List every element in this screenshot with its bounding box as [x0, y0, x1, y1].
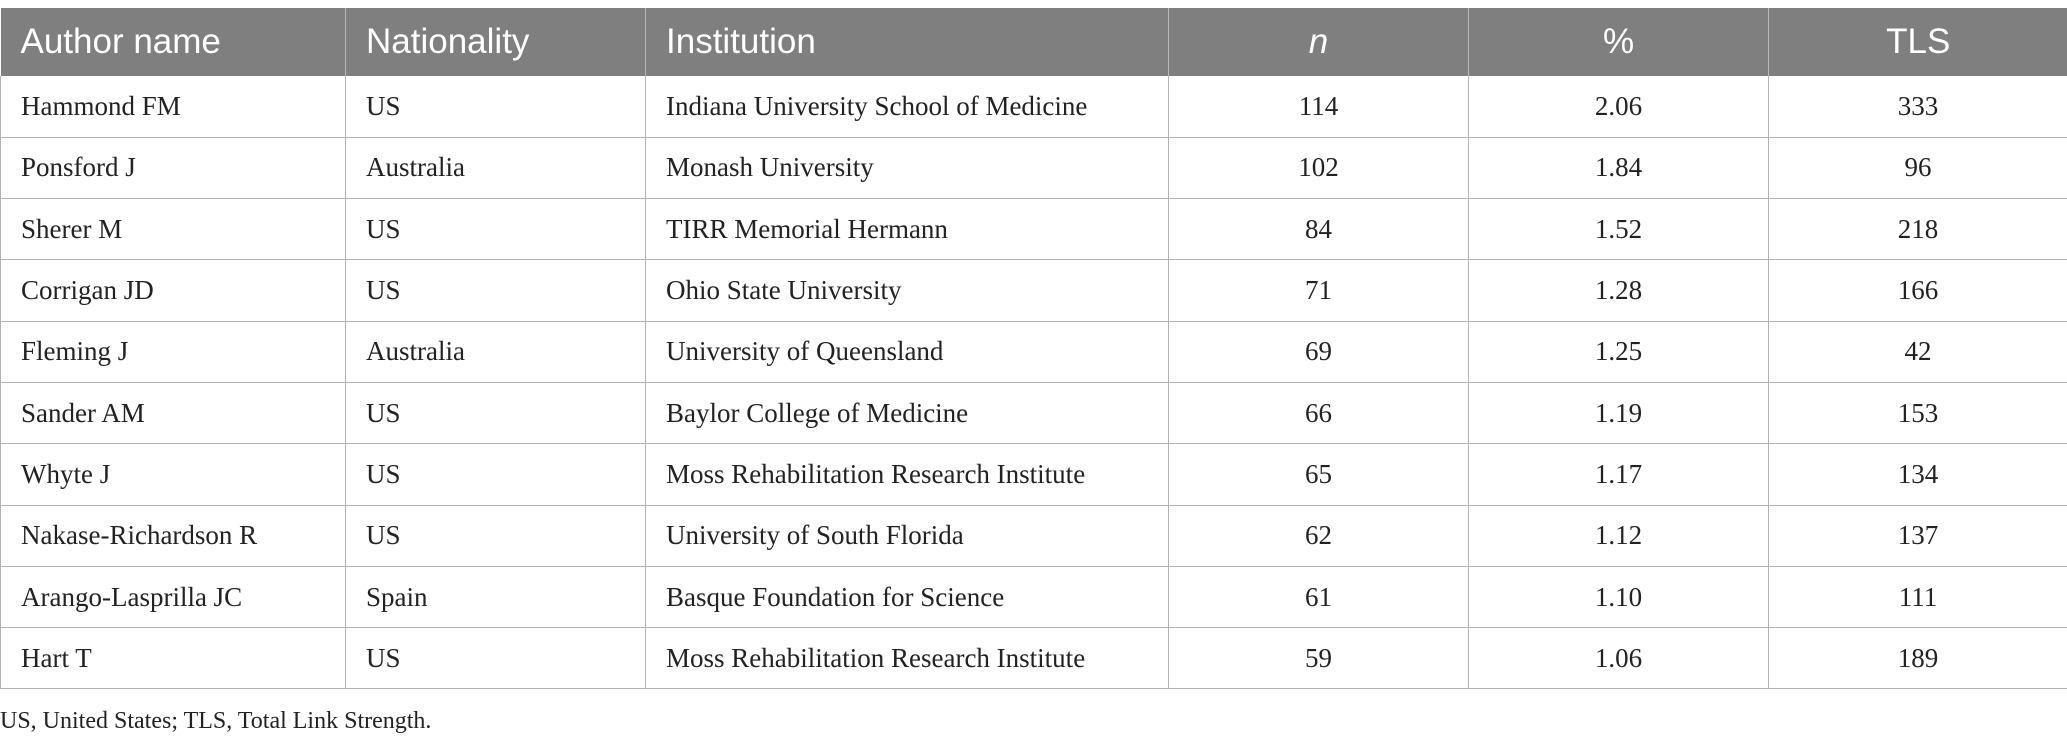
cell-percent: 1.19: [1468, 382, 1769, 445]
cell-percent: 1.17: [1468, 443, 1769, 506]
cell-author: Whyte J: [0, 443, 346, 506]
cell-institution: University of South Florida: [645, 505, 1169, 567]
table-container: Author name Nationality Institution n % …: [0, 8, 2067, 690]
cell-nationality: US: [345, 443, 646, 506]
cell-tls: 218: [1768, 198, 2067, 261]
header-n: n: [1168, 8, 1469, 76]
cell-author: Corrigan JD: [0, 259, 346, 322]
cell-nationality: US: [345, 627, 646, 690]
cell-percent: 1.52: [1468, 198, 1769, 261]
cell-tls: 189: [1768, 627, 2067, 690]
header-institution: Institution: [645, 8, 1169, 76]
cell-n: 102: [1168, 137, 1469, 200]
cell-institution: Baylor College of Medicine: [645, 382, 1169, 445]
cell-author: Sherer M: [0, 198, 346, 261]
cell-author: Sander AM: [0, 382, 346, 445]
table-row: Hart T US Moss Rehabilitation Research I…: [0, 627, 2067, 690]
cell-author: Nakase-Richardson R: [0, 505, 346, 567]
cell-percent: 2.06: [1468, 76, 1769, 138]
table-footnote: US, United States; TLS, Total Link Stren…: [0, 708, 432, 734]
cell-n: 84: [1168, 198, 1469, 261]
cell-nationality: US: [345, 198, 646, 261]
header-nationality: Nationality: [345, 8, 646, 76]
table-row: Nakase-Richardson R US University of Sou…: [0, 505, 2067, 567]
cell-percent: 1.06: [1468, 627, 1769, 690]
cell-tls: 96: [1768, 137, 2067, 200]
cell-tls: 111: [1768, 566, 2067, 629]
cell-author: Arango-Lasprilla JC: [0, 566, 346, 629]
cell-n: 114: [1168, 76, 1469, 138]
cell-tls: 153: [1768, 382, 2067, 445]
cell-percent: 1.28: [1468, 259, 1769, 322]
cell-nationality: US: [345, 382, 646, 445]
cell-nationality: US: [345, 505, 646, 567]
cell-institution: TIRR Memorial Hermann: [645, 198, 1169, 261]
table-row: Whyte J US Moss Rehabilitation Research …: [0, 443, 2067, 506]
table-header: Author name Nationality Institution n % …: [0, 8, 2067, 76]
table-row: Fleming J Australia University of Queens…: [0, 321, 2067, 383]
cell-institution: Basque Foundation for Science: [645, 566, 1169, 629]
cell-n: 59: [1168, 627, 1469, 690]
cell-nationality: Australia: [345, 321, 646, 383]
cell-percent: 1.12: [1468, 505, 1769, 567]
authors-table: Author name Nationality Institution n % …: [0, 8, 2067, 690]
cell-author: Hammond FM: [0, 76, 346, 138]
cell-nationality: US: [345, 76, 646, 138]
cell-institution: Monash University: [645, 137, 1169, 200]
cell-n: 61: [1168, 566, 1469, 629]
cell-percent: 1.25: [1468, 321, 1769, 383]
cell-tls: 166: [1768, 259, 2067, 322]
table-body: Hammond FM US Indiana University School …: [0, 76, 2067, 690]
header-tls: TLS: [1768, 8, 2067, 76]
cell-author: Fleming J: [0, 321, 346, 383]
cell-institution: Ohio State University: [645, 259, 1169, 322]
cell-tls: 42: [1768, 321, 2067, 383]
cell-nationality: US: [345, 259, 646, 322]
cell-percent: 1.84: [1468, 137, 1769, 200]
header-row: Author name Nationality Institution n % …: [0, 8, 2067, 76]
header-author-name: Author name: [0, 8, 346, 76]
cell-n: 62: [1168, 505, 1469, 567]
cell-institution: Indiana University School of Medicine: [645, 76, 1169, 138]
cell-institution: Moss Rehabilitation Research Institute: [645, 443, 1169, 506]
cell-tls: 333: [1768, 76, 2067, 138]
cell-institution: University of Queensland: [645, 321, 1169, 383]
cell-n: 65: [1168, 443, 1469, 506]
table-row: Corrigan JD US Ohio State University 71 …: [0, 259, 2067, 322]
header-percent: %: [1468, 8, 1769, 76]
table-row: Arango-Lasprilla JC Spain Basque Foundat…: [0, 566, 2067, 629]
cell-author: Hart T: [0, 627, 346, 690]
cell-nationality: Spain: [345, 566, 646, 629]
table-row: Ponsford J Australia Monash University 1…: [0, 137, 2067, 200]
table-row: Hammond FM US Indiana University School …: [0, 76, 2067, 138]
table-row: Sherer M US TIRR Memorial Hermann 84 1.5…: [0, 198, 2067, 261]
cell-percent: 1.10: [1468, 566, 1769, 629]
cell-institution: Moss Rehabilitation Research Institute: [645, 627, 1169, 690]
cell-author: Ponsford J: [0, 137, 346, 200]
table-row: Sander AM US Baylor College of Medicine …: [0, 382, 2067, 445]
cell-tls: 137: [1768, 505, 2067, 567]
cell-n: 69: [1168, 321, 1469, 383]
cell-n: 66: [1168, 382, 1469, 445]
cell-tls: 134: [1768, 443, 2067, 506]
cell-nationality: Australia: [345, 137, 646, 200]
cell-n: 71: [1168, 259, 1469, 322]
